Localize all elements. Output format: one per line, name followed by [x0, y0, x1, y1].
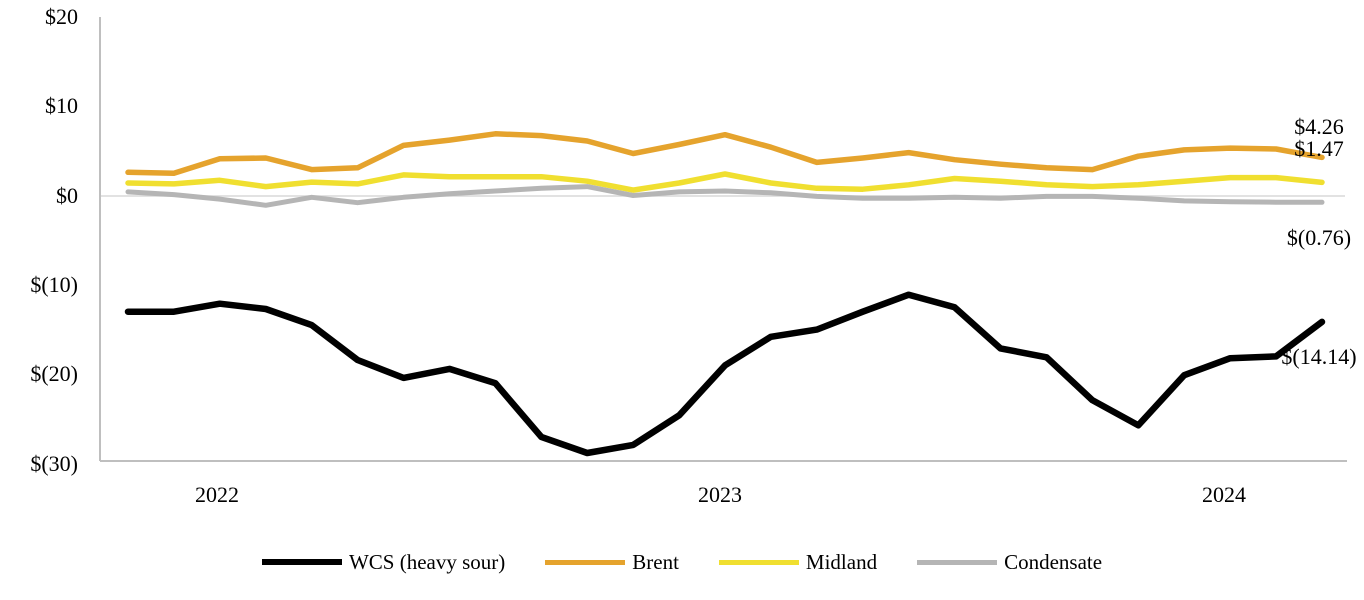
legend-item-wcs: WCS (heavy sour) [261, 550, 506, 574]
legend-swatch-brent-line [545, 559, 626, 565]
end-label-brent: $4.26 [1294, 114, 1344, 139]
series-line-brent [125, 131, 1325, 176]
end-label-condensate: $(0.76) [1286, 225, 1352, 250]
series-line-condensate [125, 184, 1325, 208]
legend-item-condensate: Condensate [917, 550, 1102, 574]
x-year-label-2024: 2024 [1202, 482, 1246, 507]
chart-legend: WCS (heavy sour) Brent Midland Condensat… [0, 549, 1364, 575]
series-line-wcs-heavy-sour [124, 291, 1326, 457]
series-line-midland [125, 171, 1325, 193]
y-tick-neg30: $(30) [30, 451, 78, 476]
end-label-midland: $1.47 [1294, 136, 1344, 161]
legend-swatch-wcs-line [261, 559, 342, 565]
series-lines [124, 131, 1326, 457]
legend-label-condensate: Condensate [1004, 550, 1103, 574]
x-year-label-2022: 2022 [195, 482, 239, 507]
y-tick-neg20: $(20) [30, 361, 78, 386]
y-tick-20: $20 [45, 4, 78, 29]
y-tick-0: $0 [56, 183, 78, 208]
y-tick-10: $10 [45, 93, 78, 118]
end-label-wcs: $(14.14) [1281, 344, 1357, 369]
legend-label-brent: Brent [632, 550, 679, 574]
legend-swatch-midland-line [718, 559, 799, 565]
x-year-label-2023: 2023 [698, 482, 742, 507]
legend-swatch-condensate-line [917, 559, 998, 565]
y-tick-neg10: $(10) [30, 272, 78, 297]
legend-label-wcs: WCS (heavy sour) [348, 550, 506, 574]
legend-item-brent: Brent [545, 550, 679, 574]
legend-item-midland: Midland [718, 550, 878, 574]
legend-label-midland: Midland [805, 550, 878, 574]
